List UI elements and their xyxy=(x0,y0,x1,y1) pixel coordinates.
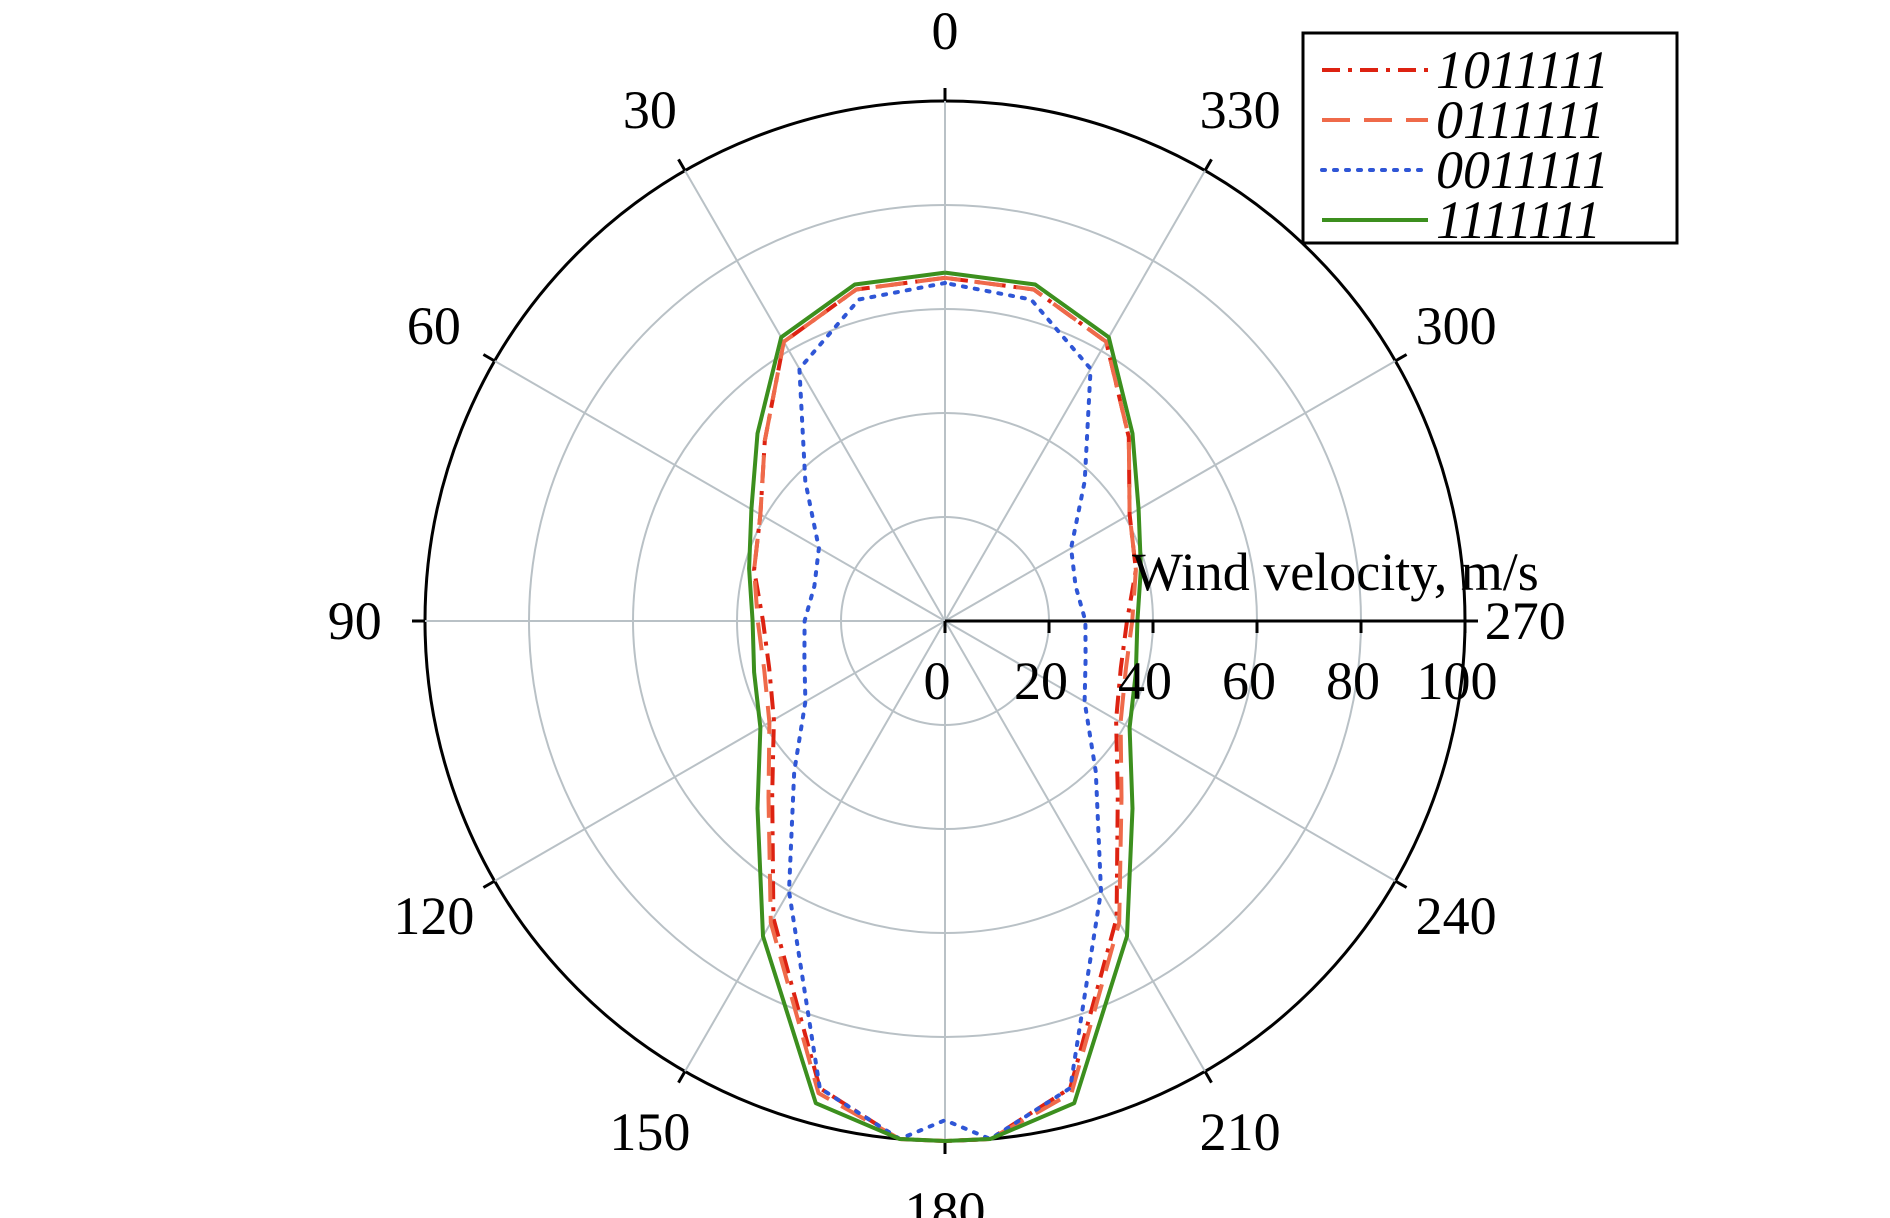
radial-tick-label: 100 xyxy=(1417,651,1498,711)
angular-tick-label: 90 xyxy=(328,591,382,651)
legend-label: 1011111 xyxy=(1436,40,1609,100)
legend-label: 0011111 xyxy=(1436,140,1609,200)
grid-spoke xyxy=(494,620,946,882)
angular-tick-label: 180 xyxy=(905,1181,986,1218)
legend-label: 0111111 xyxy=(1436,90,1605,150)
legend-label: 1111111 xyxy=(1436,190,1601,250)
angular-tick-label: 0 xyxy=(932,1,959,61)
angular-tick-mark xyxy=(1394,353,1408,363)
angular-tick-label: 60 xyxy=(407,296,461,356)
angular-tick-mark xyxy=(677,1070,687,1084)
grid-spoke xyxy=(944,620,1396,882)
radial-tick-label: 20 xyxy=(1014,651,1068,711)
angular-tick-mark xyxy=(677,158,687,172)
series-line-0111111 xyxy=(752,275,1138,1143)
radial-axis-title: Wind velocity, m/s xyxy=(1132,542,1539,602)
radial-tick-label: 40 xyxy=(1118,651,1172,711)
data-series xyxy=(747,270,1143,1143)
grid-spoke xyxy=(944,360,1396,622)
angular-tick-label: 120 xyxy=(393,886,474,946)
series-line-0011111 xyxy=(787,281,1103,1141)
radial-tick-label: 0 xyxy=(924,651,951,711)
grid-spoke xyxy=(944,170,1206,622)
radial-tick-label: 60 xyxy=(1222,651,1276,711)
grid-spoke xyxy=(494,360,946,622)
angular-tick-label: 210 xyxy=(1200,1102,1281,1162)
series-line-1111111 xyxy=(747,270,1143,1143)
angular-tick-mark xyxy=(1203,1070,1213,1084)
angular-tick-label: 330 xyxy=(1200,80,1281,140)
radial-axis: 0 20 40 60 80 100 xyxy=(924,619,1498,711)
angular-tick-mark xyxy=(482,879,496,889)
angular-tick-labels: 0 30 60 90 120 150 180 210 240 270 300 330 xyxy=(328,1,1566,1218)
grid-spoke xyxy=(944,620,1206,1072)
angular-tick-mark xyxy=(1394,879,1408,889)
angular-tick-label: 300 xyxy=(1416,296,1497,356)
angular-tick-mark xyxy=(1203,158,1213,172)
radial-tick-label: 80 xyxy=(1326,651,1380,711)
angular-tick-label: 240 xyxy=(1416,886,1497,946)
angular-tick-label: 150 xyxy=(609,1102,690,1162)
grid-spoke xyxy=(684,170,946,622)
angular-tick-mark xyxy=(482,353,496,363)
grid-spoke xyxy=(684,620,946,1072)
angular-tick-label: 30 xyxy=(623,80,677,140)
angular-tick-label: 270 xyxy=(1485,591,1566,651)
